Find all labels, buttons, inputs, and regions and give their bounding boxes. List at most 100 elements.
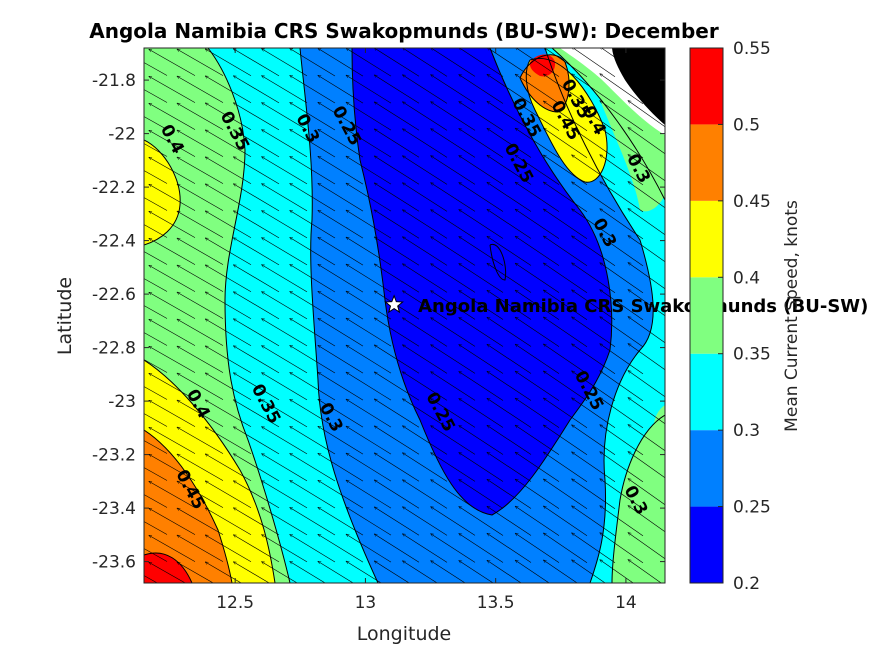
current-arrow <box>402 183 448 212</box>
current-arrow <box>459 209 504 239</box>
current-arrow <box>515 398 560 428</box>
current-arrow <box>543 479 588 509</box>
current-arrow <box>600 344 644 375</box>
current-arrow <box>205 454 252 482</box>
current-arrow <box>374 48 420 77</box>
current-arrow <box>290 183 336 212</box>
current-arrow <box>571 209 616 240</box>
chart-title: Angola Namibia CRS Swakopmunds (BU-SW): … <box>89 19 719 43</box>
y-axis-ticks: -21.8 -22 -22.2 -22.4 -22.6 -22.8 -23 -23.2 -23.… <box>92 71 665 573</box>
current-arrow <box>318 291 364 320</box>
colorbar-frame <box>689 47 724 584</box>
current-arrow <box>177 373 224 400</box>
current-arrow <box>628 533 665 560</box>
current-arrow <box>318 183 364 212</box>
current-arrow <box>205 130 252 158</box>
current-arrow <box>233 157 280 185</box>
current-arrow <box>600 182 644 213</box>
y-tick-label: -21.8 <box>92 71 136 91</box>
y-tick-label: -22.2 <box>92 178 136 198</box>
current-arrow <box>205 292 252 320</box>
colorbar-swatch <box>690 277 723 354</box>
current-arrow <box>431 102 476 131</box>
current-arrow <box>233 373 280 401</box>
current-arrow <box>144 251 168 265</box>
y-tick-label: -22.8 <box>92 339 136 359</box>
current-arrow <box>487 560 522 583</box>
current-arrow <box>515 155 560 185</box>
current-arrow <box>144 170 168 184</box>
y-tick-label: -23.2 <box>92 446 136 466</box>
current-arrow <box>402 480 448 509</box>
y-axis-label: Latitude <box>54 277 76 355</box>
current-arrow <box>346 75 392 104</box>
current-arrow <box>261 454 308 482</box>
current-arrow <box>600 48 644 78</box>
current-arrow <box>233 265 280 293</box>
current-arrow <box>318 318 364 347</box>
current-arrow <box>144 494 168 508</box>
current-arrow <box>374 372 420 401</box>
plot-area <box>144 48 665 583</box>
current-arrow <box>571 290 616 321</box>
current-arrow <box>431 75 476 104</box>
current-arrow <box>402 102 448 131</box>
current-arrow <box>177 508 224 535</box>
current-arrow <box>233 562 270 583</box>
current-arrow <box>543 155 588 185</box>
current-arrow <box>290 102 336 131</box>
current-arrow <box>290 291 336 320</box>
current-arrow <box>261 211 308 239</box>
current-arrow <box>600 506 644 537</box>
current-arrow <box>205 562 242 583</box>
current-arrow <box>144 224 168 238</box>
current-arrow <box>374 345 420 374</box>
current-arrow <box>515 236 560 266</box>
current-arrow <box>571 506 616 537</box>
station-marker <box>384 294 404 314</box>
current-arrow <box>290 210 336 239</box>
current-arrow <box>571 479 616 510</box>
current-arrow <box>402 534 448 563</box>
current-arrow <box>290 534 336 563</box>
current-arrow <box>487 101 532 131</box>
current-arrow <box>144 413 168 427</box>
current-arrow <box>205 481 252 509</box>
y-tick-label: -23.6 <box>92 553 136 573</box>
current-arrow <box>290 129 336 158</box>
current-arrow <box>459 479 504 509</box>
current-arrow <box>487 398 532 428</box>
current-arrow <box>402 399 448 428</box>
current-arrow <box>290 507 336 536</box>
current-vectors <box>144 48 665 583</box>
x-tick-label: 13.5 <box>477 593 515 613</box>
current-arrow <box>543 74 588 104</box>
current-arrow <box>261 49 308 77</box>
current-arrow <box>318 129 364 158</box>
band-0-4-north-lobe <box>144 140 181 245</box>
current-arrow <box>374 264 420 293</box>
current-arrow <box>318 48 364 77</box>
y-tick-label: -23 <box>108 392 136 412</box>
current-arrow <box>515 371 560 401</box>
current-arrow <box>543 344 588 374</box>
x-tick-label: 13 <box>355 593 377 613</box>
y-tick-label: -22.4 <box>92 232 136 252</box>
colorbar-tick-label: 0.45 <box>733 192 771 212</box>
y-tick-label: -23.4 <box>92 499 136 519</box>
current-arrow <box>205 49 252 77</box>
current-arrow <box>459 128 504 158</box>
current-arrow <box>318 453 364 482</box>
current-arrow <box>543 506 588 536</box>
current-arrow <box>177 346 224 373</box>
current-arrow <box>487 74 532 104</box>
current-arrow <box>346 156 392 185</box>
current-arrow <box>144 305 168 319</box>
current-arrow <box>459 506 504 536</box>
current-arrow <box>459 74 504 104</box>
current-arrow <box>374 399 420 428</box>
colorbar-tick-label: 0.4 <box>733 268 760 288</box>
current-arrow <box>233 211 280 239</box>
current-arrow <box>571 74 616 105</box>
current-arrow <box>600 236 644 267</box>
